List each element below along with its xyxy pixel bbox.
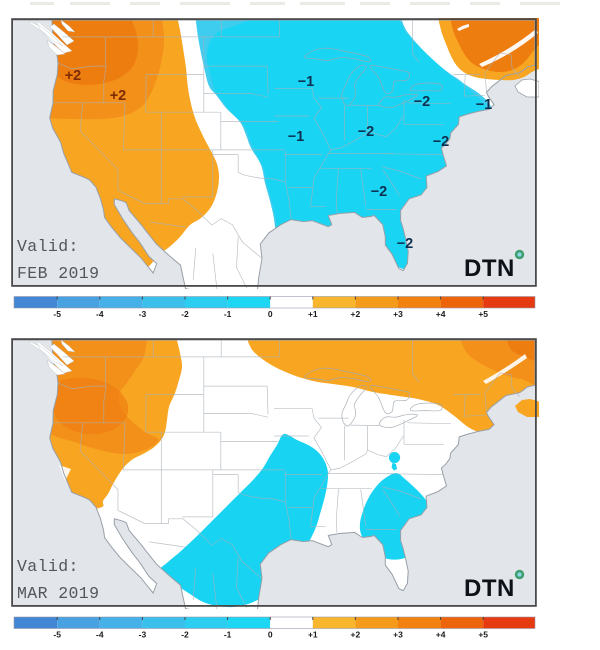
svg-text:Valid:: Valid: [17,237,79,256]
svg-text:−2: −2 [358,124,375,140]
svg-text:+4: +4 [436,630,446,640]
svg-text:+5: +5 [478,309,488,319]
svg-text:+2: +2 [65,68,82,84]
svg-text:+2: +2 [351,309,361,319]
svg-text:+2: +2 [110,88,127,104]
svg-text:-1: -1 [224,309,232,319]
svg-text:−2: −2 [371,184,388,200]
svg-text:+3: +3 [393,309,403,319]
svg-text:-4: -4 [96,309,104,319]
svg-text:+5: +5 [478,630,488,640]
svg-text:0: 0 [268,309,273,319]
svg-text:-3: -3 [139,630,147,640]
svg-text:0: 0 [268,630,273,640]
svg-text:−2: −2 [414,94,431,110]
svg-text:DTN: DTN [464,255,515,282]
svg-text:+2: +2 [351,630,361,640]
svg-text:−1: −1 [298,74,315,90]
svg-text:+4: +4 [436,309,446,319]
svg-text:-5: -5 [53,630,61,640]
svg-text:−1: −1 [476,97,493,113]
svg-text:−2: −2 [397,236,414,252]
svg-text:−1: −1 [288,129,305,145]
svg-text:Valid:: Valid: [17,557,79,576]
svg-text:+1: +1 [308,630,318,640]
svg-text:−2: −2 [433,134,450,150]
svg-text:FEB 2019: FEB 2019 [17,264,99,283]
svg-text:-3: -3 [139,309,147,319]
svg-text:MAR 2019: MAR 2019 [17,584,99,603]
svg-text:-2: -2 [181,630,189,640]
svg-text:+3: +3 [393,630,403,640]
svg-text:-2: -2 [181,309,189,319]
svg-text:DTN: DTN [464,575,515,602]
svg-text:+1: +1 [308,309,318,319]
svg-text:-1: -1 [224,630,232,640]
svg-text:-4: -4 [96,630,104,640]
svg-text:-5: -5 [53,309,61,319]
